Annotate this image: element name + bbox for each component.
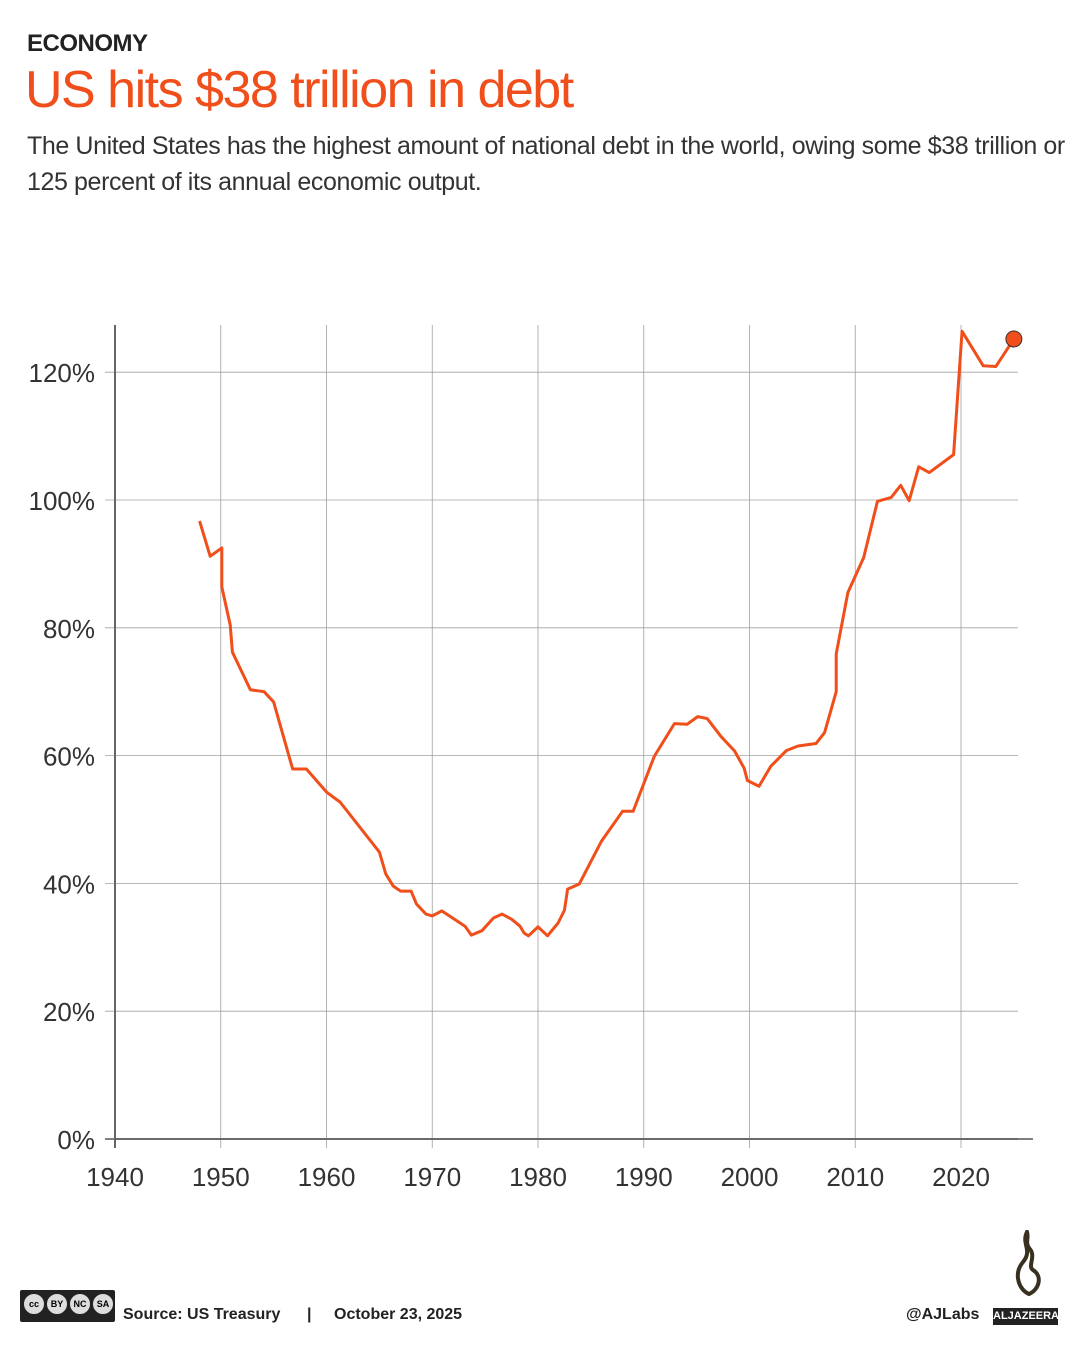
x-tick-label: 2020 [932, 1162, 990, 1192]
date-text: October 23, 2025 [334, 1306, 463, 1323]
y-tick-label: 40% [43, 869, 95, 899]
subtitle: The United States has the highest amount… [27, 132, 1065, 196]
x-tick-label: 1940 [86, 1162, 144, 1192]
sa-icon: SA [92, 1293, 114, 1315]
handle-text: @AJLabs [906, 1306, 980, 1323]
y-tick-label: 120% [29, 358, 96, 388]
y-tick-label: 60% [43, 742, 95, 772]
x-tick-label: 2000 [721, 1162, 779, 1192]
brand-wordmark: ALJAZEERA [993, 1308, 1059, 1325]
cc-icon: cc [23, 1293, 45, 1315]
by-icon: BY [46, 1293, 68, 1315]
x-tick-label: 1950 [192, 1162, 250, 1192]
x-tick-label: 1970 [403, 1162, 461, 1192]
debt-to-gdp-line [198, 329, 1016, 938]
latest-value-marker [1005, 330, 1023, 348]
headline: US hits $38 trillion in debt [25, 61, 574, 119]
y-tick-label: 80% [43, 614, 95, 644]
creative-commons-license-icon: cc BY NC SA [20, 1290, 115, 1322]
x-tick-label: 1990 [615, 1162, 673, 1192]
x-tick-label: 1980 [509, 1162, 567, 1192]
kicker: ECONOMY [27, 30, 148, 57]
y-tick-label: 100% [29, 486, 96, 516]
x-tick-label: 1960 [298, 1162, 356, 1192]
aljazeera-logo [1003, 1230, 1047, 1300]
x-tick-label: 2010 [826, 1162, 884, 1192]
source-text: Source: US Treasury [123, 1306, 281, 1323]
y-tick-label: 0% [57, 1125, 95, 1155]
nc-icon: NC [69, 1293, 91, 1315]
y-tick-label: 20% [43, 997, 95, 1027]
separator: | [307, 1306, 312, 1323]
